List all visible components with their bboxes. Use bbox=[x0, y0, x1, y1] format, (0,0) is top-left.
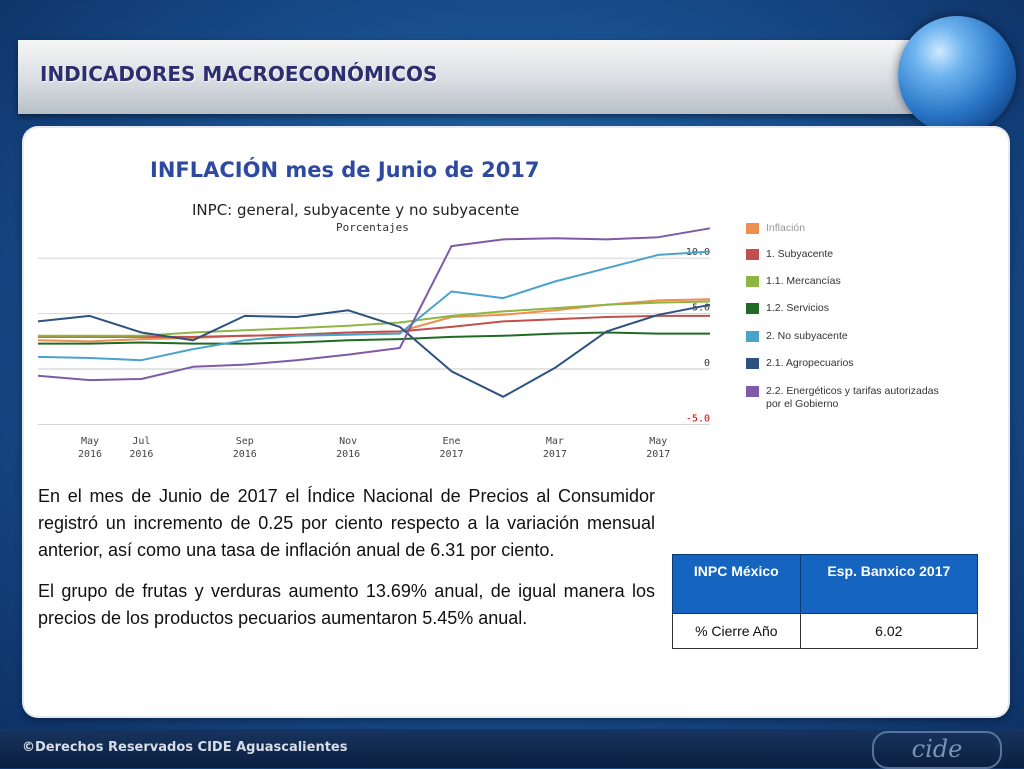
page-title: INDICADORES MACROECONÓMICOS bbox=[40, 62, 438, 86]
legend-label: 1. Subyacente bbox=[766, 248, 834, 260]
paragraph-inflation: En el mes de Junio de 2017 el Índice Nac… bbox=[38, 486, 655, 560]
legend-swatch bbox=[746, 358, 759, 369]
footer-bar: ©Derechos Reservados CIDE Aguascalientes… bbox=[0, 729, 1024, 769]
x-tick: Sep 2016 bbox=[233, 436, 257, 460]
section-title: INFLACIÓN mes de Junio de 2017 bbox=[150, 158, 540, 182]
chart-title: INPC: general, subyacente y no subyacent… bbox=[192, 201, 520, 219]
x-tick-month: Mar bbox=[546, 436, 564, 447]
cide-logo: cide bbox=[872, 731, 1002, 769]
x-tick-year: 2017 bbox=[439, 449, 463, 460]
x-tick: Mar 2017 bbox=[543, 436, 567, 460]
legend-swatch bbox=[746, 276, 759, 287]
x-tick-month: Nov bbox=[339, 436, 357, 447]
x-tick: May 2016 bbox=[78, 436, 102, 460]
y-tick-label: 5.0 bbox=[692, 303, 710, 314]
x-tick: Ene 2017 bbox=[439, 436, 463, 460]
table-header-row: INPC México Esp. Banxico 2017 bbox=[672, 554, 979, 614]
series-line-4 bbox=[37, 250, 711, 362]
x-tick-month: Ene bbox=[443, 436, 461, 447]
x-tick: Nov 2016 bbox=[336, 436, 360, 460]
legend-swatch bbox=[746, 249, 759, 260]
table-header-cell: INPC México bbox=[672, 554, 801, 614]
y-tick-label: -5.0 bbox=[686, 413, 710, 424]
legend-label: 1.1. Mercancías bbox=[766, 275, 841, 287]
chart-subtitle: Porcentajes bbox=[336, 221, 409, 234]
table-header-cell: Esp. Banxico 2017 bbox=[799, 554, 979, 614]
x-tick-year: 2016 bbox=[336, 449, 360, 460]
x-tick-month: Sep bbox=[236, 436, 254, 447]
legend-label: 2.1. Agropecuarios bbox=[766, 357, 854, 369]
table-cell: 6.02 bbox=[799, 613, 979, 649]
paragraph-produce: El grupo de frutas y verduras aumento 13… bbox=[38, 581, 655, 628]
x-tick-year: 2017 bbox=[543, 449, 567, 460]
y-tick-label: 0 bbox=[704, 358, 710, 369]
legend-swatch bbox=[746, 331, 759, 342]
line-chart: 10.05.00-5.0May2016Jul2016Sep2016Nov2016… bbox=[37, 227, 711, 460]
legend-label: Inflación bbox=[766, 222, 806, 234]
footer-copyright: ©Derechos Reservados CIDE Aguascalientes bbox=[22, 740, 348, 755]
x-tick-month: May bbox=[649, 436, 667, 447]
x-tick-year: 2017 bbox=[646, 449, 670, 460]
table-row: % Cierre Año 6.02 bbox=[672, 613, 979, 649]
legend-swatch bbox=[746, 386, 759, 397]
legend-label: 1.2. Servicios bbox=[766, 302, 830, 314]
globe-icon bbox=[898, 16, 1016, 134]
series-line-6 bbox=[37, 227, 711, 382]
x-tick-month: May bbox=[81, 436, 99, 447]
body-text: En el mes de Junio de 2017 el Índice Nac… bbox=[38, 483, 655, 646]
legend-label: 2. No subyacente bbox=[766, 330, 848, 342]
content-panel: INFLACIÓN mes de Junio de 2017 INPC: gen… bbox=[24, 128, 1008, 716]
x-tick-month: Jul bbox=[132, 436, 150, 447]
x-tick: Jul 2016 bbox=[129, 436, 153, 460]
series-line-2 bbox=[38, 300, 711, 337]
legend-swatch bbox=[746, 303, 759, 314]
header-bar: INDICADORES MACROECONÓMICOS bbox=[18, 40, 918, 114]
x-tick-year: 2016 bbox=[129, 449, 153, 460]
forecast-table: INPC México Esp. Banxico 2017 % Cierre A… bbox=[672, 554, 979, 649]
legend-swatch bbox=[746, 223, 759, 234]
series-line-5 bbox=[37, 303, 711, 398]
legend-label: 2.2. Energéticos y tarifas autorizadas p… bbox=[766, 385, 939, 410]
series-line-3 bbox=[38, 331, 710, 345]
series-line-1 bbox=[38, 314, 710, 338]
x-tick-year: 2016 bbox=[233, 449, 257, 460]
x-tick: May 2017 bbox=[646, 436, 670, 460]
table-cell: % Cierre Año bbox=[672, 613, 801, 649]
x-tick-year: 2016 bbox=[78, 449, 102, 460]
